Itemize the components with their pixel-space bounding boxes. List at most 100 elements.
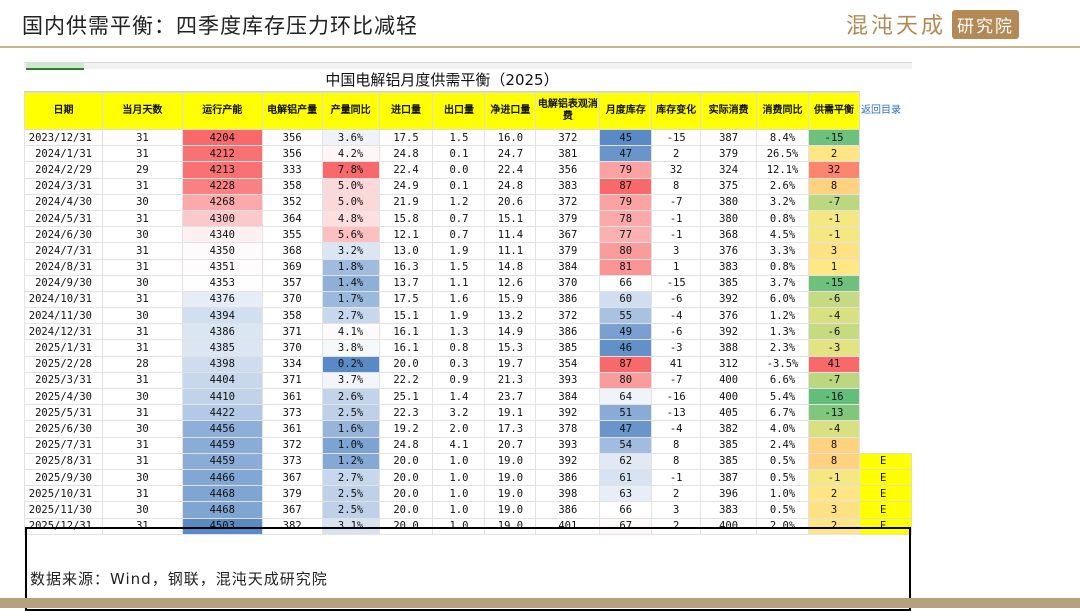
output-cell[interactable]: 367 (261, 468, 323, 487)
inventory-change-cell[interactable]: 2 (651, 145, 702, 163)
date-cell[interactable]: 2024/10/31 (24, 290, 103, 309)
date-cell[interactable]: 2023/12/31 (24, 128, 103, 147)
imports-cell[interactable]: 20.0 (378, 452, 434, 470)
exports-cell[interactable]: 1.4 (432, 387, 486, 406)
date-cell[interactable]: 2024/4/30 (24, 193, 103, 211)
date-cell[interactable]: 2025/9/30 (24, 468, 103, 487)
date-cell[interactable]: 2024/1/31 (24, 145, 103, 163)
output-cell[interactable]: 373 (261, 452, 323, 470)
output-cell[interactable]: 356 (261, 128, 323, 147)
actual-consumption-cell[interactable]: 385 (700, 436, 758, 454)
output-cell[interactable]: 370 (261, 339, 323, 357)
imports-cell[interactable]: 17.5 (378, 128, 434, 147)
inventory-change-cell[interactable]: -1 (651, 209, 702, 228)
net-imports-cell[interactable]: 15.9 (484, 290, 537, 309)
inventory-cell[interactable]: 79 (599, 161, 653, 179)
actual-consumption-cell[interactable]: 380 (700, 193, 758, 211)
output-yoy-cell[interactable]: 3.1% (321, 517, 380, 535)
capacity-cell[interactable]: 4468 (181, 485, 263, 503)
capacity-cell[interactable]: 4394 (181, 307, 263, 325)
exports-cell[interactable]: 0.9 (432, 371, 486, 390)
estimate-flag-cell[interactable] (859, 420, 912, 438)
consumption-yoy-cell[interactable]: 0.5% (756, 468, 810, 487)
apparent-consumption-cell[interactable]: 379 (535, 242, 601, 260)
estimate-flag-cell[interactable] (859, 242, 912, 259)
apparent-consumption-cell[interactable]: 386 (535, 323, 601, 341)
inventory-change-cell[interactable]: -4 (651, 420, 702, 438)
inventory-change-cell[interactable]: -15 (651, 274, 702, 292)
actual-consumption-cell[interactable]: 324 (700, 161, 758, 179)
imports-cell[interactable]: 20.0 (378, 485, 434, 503)
capacity-cell[interactable]: 4422 (181, 404, 263, 422)
balance-cell[interactable]: -4 (808, 307, 860, 325)
exports-cell[interactable]: 0.3 (432, 355, 486, 373)
consumption-yoy-cell[interactable]: 6.7% (756, 404, 810, 422)
inventory-cell[interactable]: 63 (599, 485, 653, 503)
exports-cell[interactable]: 1.0 (432, 468, 486, 487)
days-cell[interactable]: 31 (101, 485, 183, 503)
capacity-cell[interactable]: 4300 (181, 209, 263, 228)
apparent-consumption-cell[interactable]: 372 (535, 193, 601, 211)
output-yoy-cell[interactable]: 2.5% (321, 404, 380, 422)
exports-cell[interactable]: 2.0 (432, 420, 486, 438)
imports-cell[interactable]: 20.0 (378, 468, 434, 487)
actual-consumption-cell[interactable]: 392 (700, 323, 758, 341)
days-cell[interactable]: 30 (101, 468, 183, 487)
inventory-change-cell[interactable]: 2 (651, 485, 702, 503)
exports-cell[interactable]: 0.0 (432, 161, 486, 179)
imports-cell[interactable]: 17.5 (378, 290, 434, 309)
exports-cell[interactable]: 0.7 (432, 209, 486, 228)
consumption-yoy-cell[interactable]: 4.0% (756, 420, 810, 438)
net-imports-cell[interactable]: 20.6 (484, 193, 537, 211)
column-header[interactable]: 月度库存 (599, 92, 653, 130)
actual-consumption-cell[interactable]: 376 (700, 242, 758, 260)
capacity-cell[interactable]: 4212 (181, 145, 263, 163)
actual-consumption-cell[interactable]: 385 (700, 452, 758, 470)
net-imports-cell[interactable]: 14.8 (484, 258, 537, 276)
imports-cell[interactable]: 22.2 (378, 371, 434, 390)
inventory-change-cell[interactable]: -7 (651, 193, 702, 211)
days-cell[interactable]: 31 (101, 258, 183, 276)
exports-cell[interactable]: 1.2 (432, 193, 486, 211)
net-imports-cell[interactable]: 12.6 (484, 274, 537, 292)
date-cell[interactable]: 2025/8/31 (24, 452, 103, 470)
inventory-change-cell[interactable]: -7 (651, 371, 702, 390)
output-yoy-cell[interactable]: 2.5% (321, 485, 380, 503)
inventory-change-cell[interactable]: -4 (651, 307, 702, 325)
apparent-consumption-cell[interactable]: 383 (535, 177, 601, 195)
column-header[interactable]: 电解铝表观消费 (535, 92, 601, 130)
inventory-change-cell[interactable]: 8 (651, 436, 702, 454)
apparent-consumption-cell[interactable]: 384 (535, 387, 601, 406)
apparent-consumption-cell[interactable]: 398 (535, 485, 601, 503)
apparent-consumption-cell[interactable]: 386 (535, 501, 601, 519)
exports-cell[interactable]: 0.8 (432, 339, 486, 357)
actual-consumption-cell[interactable]: 388 (700, 339, 758, 357)
capacity-cell[interactable]: 4376 (181, 290, 263, 309)
days-cell[interactable]: 31 (101, 290, 183, 309)
actual-consumption-cell[interactable]: 405 (700, 404, 758, 422)
output-yoy-cell[interactable]: 3.7% (321, 371, 380, 390)
date-cell[interactable]: 2025/4/30 (24, 387, 103, 406)
apparent-consumption-cell[interactable]: 379 (535, 209, 601, 228)
days-cell[interactable]: 31 (101, 371, 183, 390)
estimate-flag-cell[interactable]: E (858, 468, 913, 487)
estimate-flag-cell[interactable] (859, 226, 912, 243)
date-cell[interactable]: 2025/10/31 (24, 485, 103, 503)
apparent-consumption-cell[interactable]: 354 (535, 355, 601, 373)
inventory-cell[interactable]: 60 (599, 290, 653, 309)
imports-cell[interactable]: 24.9 (378, 177, 434, 195)
date-cell[interactable]: 2024/8/31 (24, 258, 103, 276)
days-cell[interactable]: 31 (101, 517, 183, 535)
balance-cell[interactable]: -6 (808, 290, 860, 309)
consumption-yoy-cell[interactable]: 2.4% (756, 436, 810, 454)
date-cell[interactable]: 2025/5/31 (24, 404, 103, 422)
balance-cell[interactable]: -1 (808, 209, 860, 228)
actual-consumption-cell[interactable]: 382 (700, 420, 758, 438)
consumption-yoy-cell[interactable]: 2.6% (756, 177, 810, 195)
days-cell[interactable]: 31 (101, 452, 183, 470)
column-header[interactable]: 净进口量 (484, 92, 537, 130)
inventory-cell[interactable]: 78 (599, 209, 653, 228)
output-yoy-cell[interactable]: 7.8% (321, 161, 380, 179)
output-cell[interactable]: 367 (261, 501, 323, 519)
output-cell[interactable]: 333 (261, 161, 323, 179)
